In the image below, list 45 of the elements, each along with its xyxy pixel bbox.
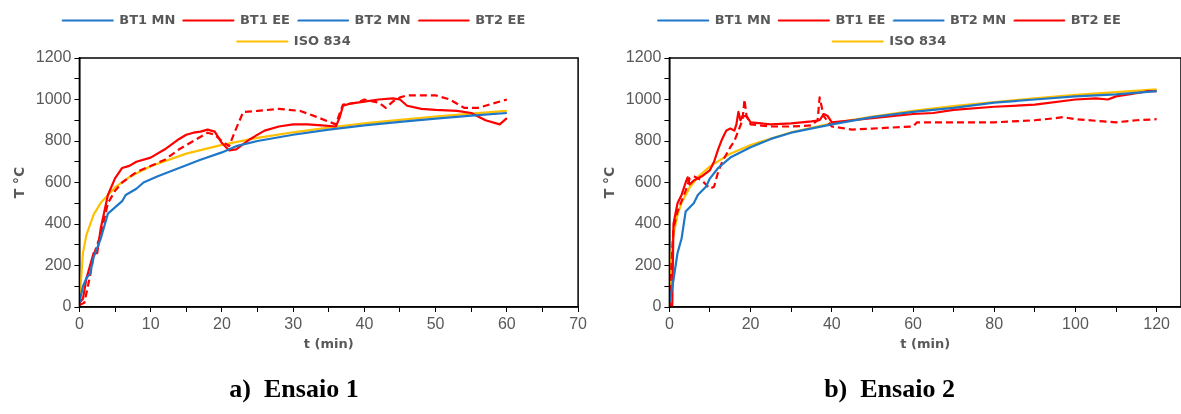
x-tick-label: 10 xyxy=(141,315,160,333)
x-tick-label: 0 xyxy=(74,315,84,333)
x-tick-label: 70 xyxy=(569,315,588,333)
x-tick-label: 30 xyxy=(284,315,303,333)
legend-label: ISO 834 xyxy=(293,32,351,48)
legend-label: BT1 MN xyxy=(714,11,771,27)
x-tick-label: 80 xyxy=(985,315,1004,333)
legend-label: BT1 EE xyxy=(835,11,886,27)
x-tick-label: 50 xyxy=(426,315,445,333)
y-tick-label: 800 xyxy=(44,131,72,149)
y-axis-title: T °C xyxy=(601,166,618,199)
x-tick-label: 120 xyxy=(1143,315,1171,333)
legend-label: BT2 EE xyxy=(475,11,526,27)
text: a) Ensaio 1 xyxy=(229,374,359,404)
y-tick-label: 600 xyxy=(634,172,662,190)
y-axis-title: T °C xyxy=(11,166,28,199)
y-tick-label: 1000 xyxy=(35,89,72,107)
x-tick-label: 0 xyxy=(664,315,674,333)
legend-label: BT2 MN xyxy=(950,11,1007,27)
x-tick-label: 20 xyxy=(212,315,231,333)
y-tick-label: 200 xyxy=(634,255,662,273)
x-tick-label: 60 xyxy=(497,315,516,333)
x-tick-label: 20 xyxy=(741,315,760,333)
legend-label: BT2 EE xyxy=(1070,11,1121,27)
y-tick-label: 0 xyxy=(652,297,662,315)
legend-label: BT1 EE xyxy=(239,11,290,27)
y-tick-label: 1200 xyxy=(625,48,662,66)
y-tick-label: 800 xyxy=(634,131,662,149)
y-tick-label: 1000 xyxy=(625,89,662,107)
y-tick-label: 200 xyxy=(44,255,72,273)
x-axis-title: t (min) xyxy=(303,336,354,352)
legend-label: BT2 MN xyxy=(354,11,411,27)
y-tick-label: 0 xyxy=(62,297,72,315)
x-axis-title: t (min) xyxy=(900,336,951,352)
y-tick-label: 400 xyxy=(44,214,72,232)
y-tick-label: 400 xyxy=(634,214,662,232)
y-tick-label: 1200 xyxy=(35,48,72,66)
x-tick-label: 40 xyxy=(355,315,374,333)
legend-label: BT1 MN xyxy=(119,11,176,27)
y-tick-label: 600 xyxy=(44,172,72,190)
text: b) Ensaio 2 xyxy=(824,374,955,404)
x-tick-label: 40 xyxy=(822,315,841,333)
x-tick-label: 100 xyxy=(1062,315,1089,333)
legend-label: ISO 834 xyxy=(889,32,947,48)
x-tick-label: 60 xyxy=(904,315,923,333)
